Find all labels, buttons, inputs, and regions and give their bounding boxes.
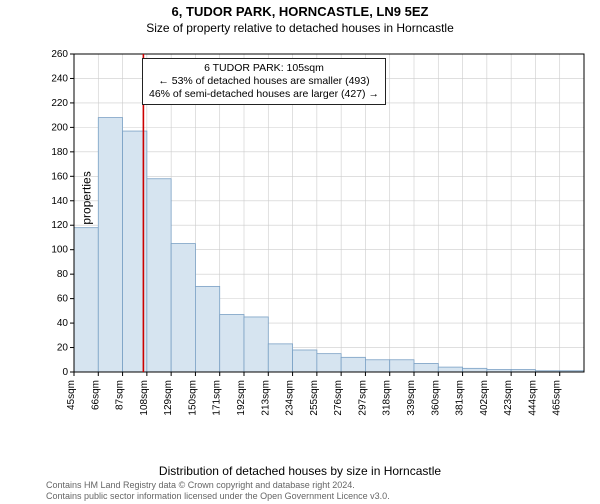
chart-svg: 0 20 40 60 80 100 120 140 160 180 200 220 240 260 45sq…	[32, 48, 590, 444]
bar	[147, 179, 171, 372]
svg-text:0: 0	[62, 367, 68, 378]
svg-text:234sqm: 234sqm	[285, 380, 296, 416]
chart-container: 6, TUDOR PARK, HORNCASTLE, LN9 5EZ Size …	[0, 4, 600, 504]
footer-line1: Contains HM Land Registry data © Crown c…	[46, 480, 390, 491]
svg-text:120: 120	[51, 220, 68, 231]
svg-text:220: 220	[51, 98, 68, 109]
bar	[438, 367, 462, 372]
annotation-line2: ← 53% of detached houses are smaller (49…	[149, 75, 379, 88]
svg-text:318sqm: 318sqm	[382, 380, 393, 416]
footer-attribution: Contains HM Land Registry data © Crown c…	[46, 480, 390, 503]
svg-text:45sqm: 45sqm	[66, 380, 77, 410]
x-axis-label: Distribution of detached houses by size …	[0, 464, 600, 478]
svg-text:402sqm: 402sqm	[479, 380, 490, 416]
svg-text:150sqm: 150sqm	[187, 380, 198, 416]
bar	[268, 344, 292, 372]
svg-text:180: 180	[51, 147, 68, 158]
svg-text:200: 200	[51, 122, 68, 133]
svg-text:276sqm: 276sqm	[333, 380, 344, 416]
svg-text:108sqm: 108sqm	[139, 380, 150, 416]
page-title: 6, TUDOR PARK, HORNCASTLE, LN9 5EZ	[0, 4, 600, 19]
page-subtitle: Size of property relative to detached ho…	[0, 21, 600, 35]
svg-text:444sqm: 444sqm	[527, 380, 538, 416]
bar	[293, 350, 317, 372]
bar	[98, 118, 122, 372]
annotation-box: 6 TUDOR PARK: 105sqm ← 53% of detached h…	[142, 58, 386, 105]
svg-text:66sqm: 66sqm	[90, 380, 101, 410]
svg-text:20: 20	[57, 343, 69, 354]
svg-text:160: 160	[51, 171, 68, 182]
svg-text:171sqm: 171sqm	[212, 380, 223, 416]
svg-text:100: 100	[51, 245, 68, 256]
svg-text:297sqm: 297sqm	[357, 380, 368, 416]
svg-text:60: 60	[57, 294, 69, 305]
svg-text:140: 140	[51, 196, 68, 207]
chart-area: 0 20 40 60 80 100 120 140 160 180 200 220 240 260 45sq…	[32, 48, 590, 444]
svg-text:87sqm: 87sqm	[115, 380, 126, 410]
bar	[390, 360, 414, 372]
svg-text:192sqm: 192sqm	[236, 380, 247, 416]
svg-text:423sqm: 423sqm	[503, 380, 514, 416]
bar	[317, 354, 341, 372]
bar	[195, 286, 219, 372]
bar	[244, 317, 268, 372]
bar	[463, 368, 487, 372]
bar	[220, 315, 244, 372]
svg-text:240: 240	[51, 73, 68, 84]
bar	[365, 360, 389, 372]
bar	[74, 228, 98, 372]
svg-text:360sqm: 360sqm	[430, 380, 441, 416]
bar	[341, 357, 365, 372]
svg-text:40: 40	[57, 318, 69, 329]
svg-text:465sqm: 465sqm	[552, 380, 563, 416]
svg-text:381sqm: 381sqm	[455, 380, 466, 416]
svg-text:255sqm: 255sqm	[309, 380, 320, 416]
footer-line2: Contains public sector information licen…	[46, 491, 390, 502]
svg-text:129sqm: 129sqm	[163, 380, 174, 416]
annotation-line1: 6 TUDOR PARK: 105sqm	[149, 62, 379, 75]
annotation-line3: 46% of semi-detached houses are larger (…	[149, 88, 379, 101]
svg-text:260: 260	[51, 49, 68, 60]
bar	[171, 244, 195, 372]
svg-text:339sqm: 339sqm	[406, 380, 417, 416]
svg-text:80: 80	[57, 269, 69, 280]
svg-text:213sqm: 213sqm	[260, 380, 271, 416]
bar	[414, 363, 438, 372]
